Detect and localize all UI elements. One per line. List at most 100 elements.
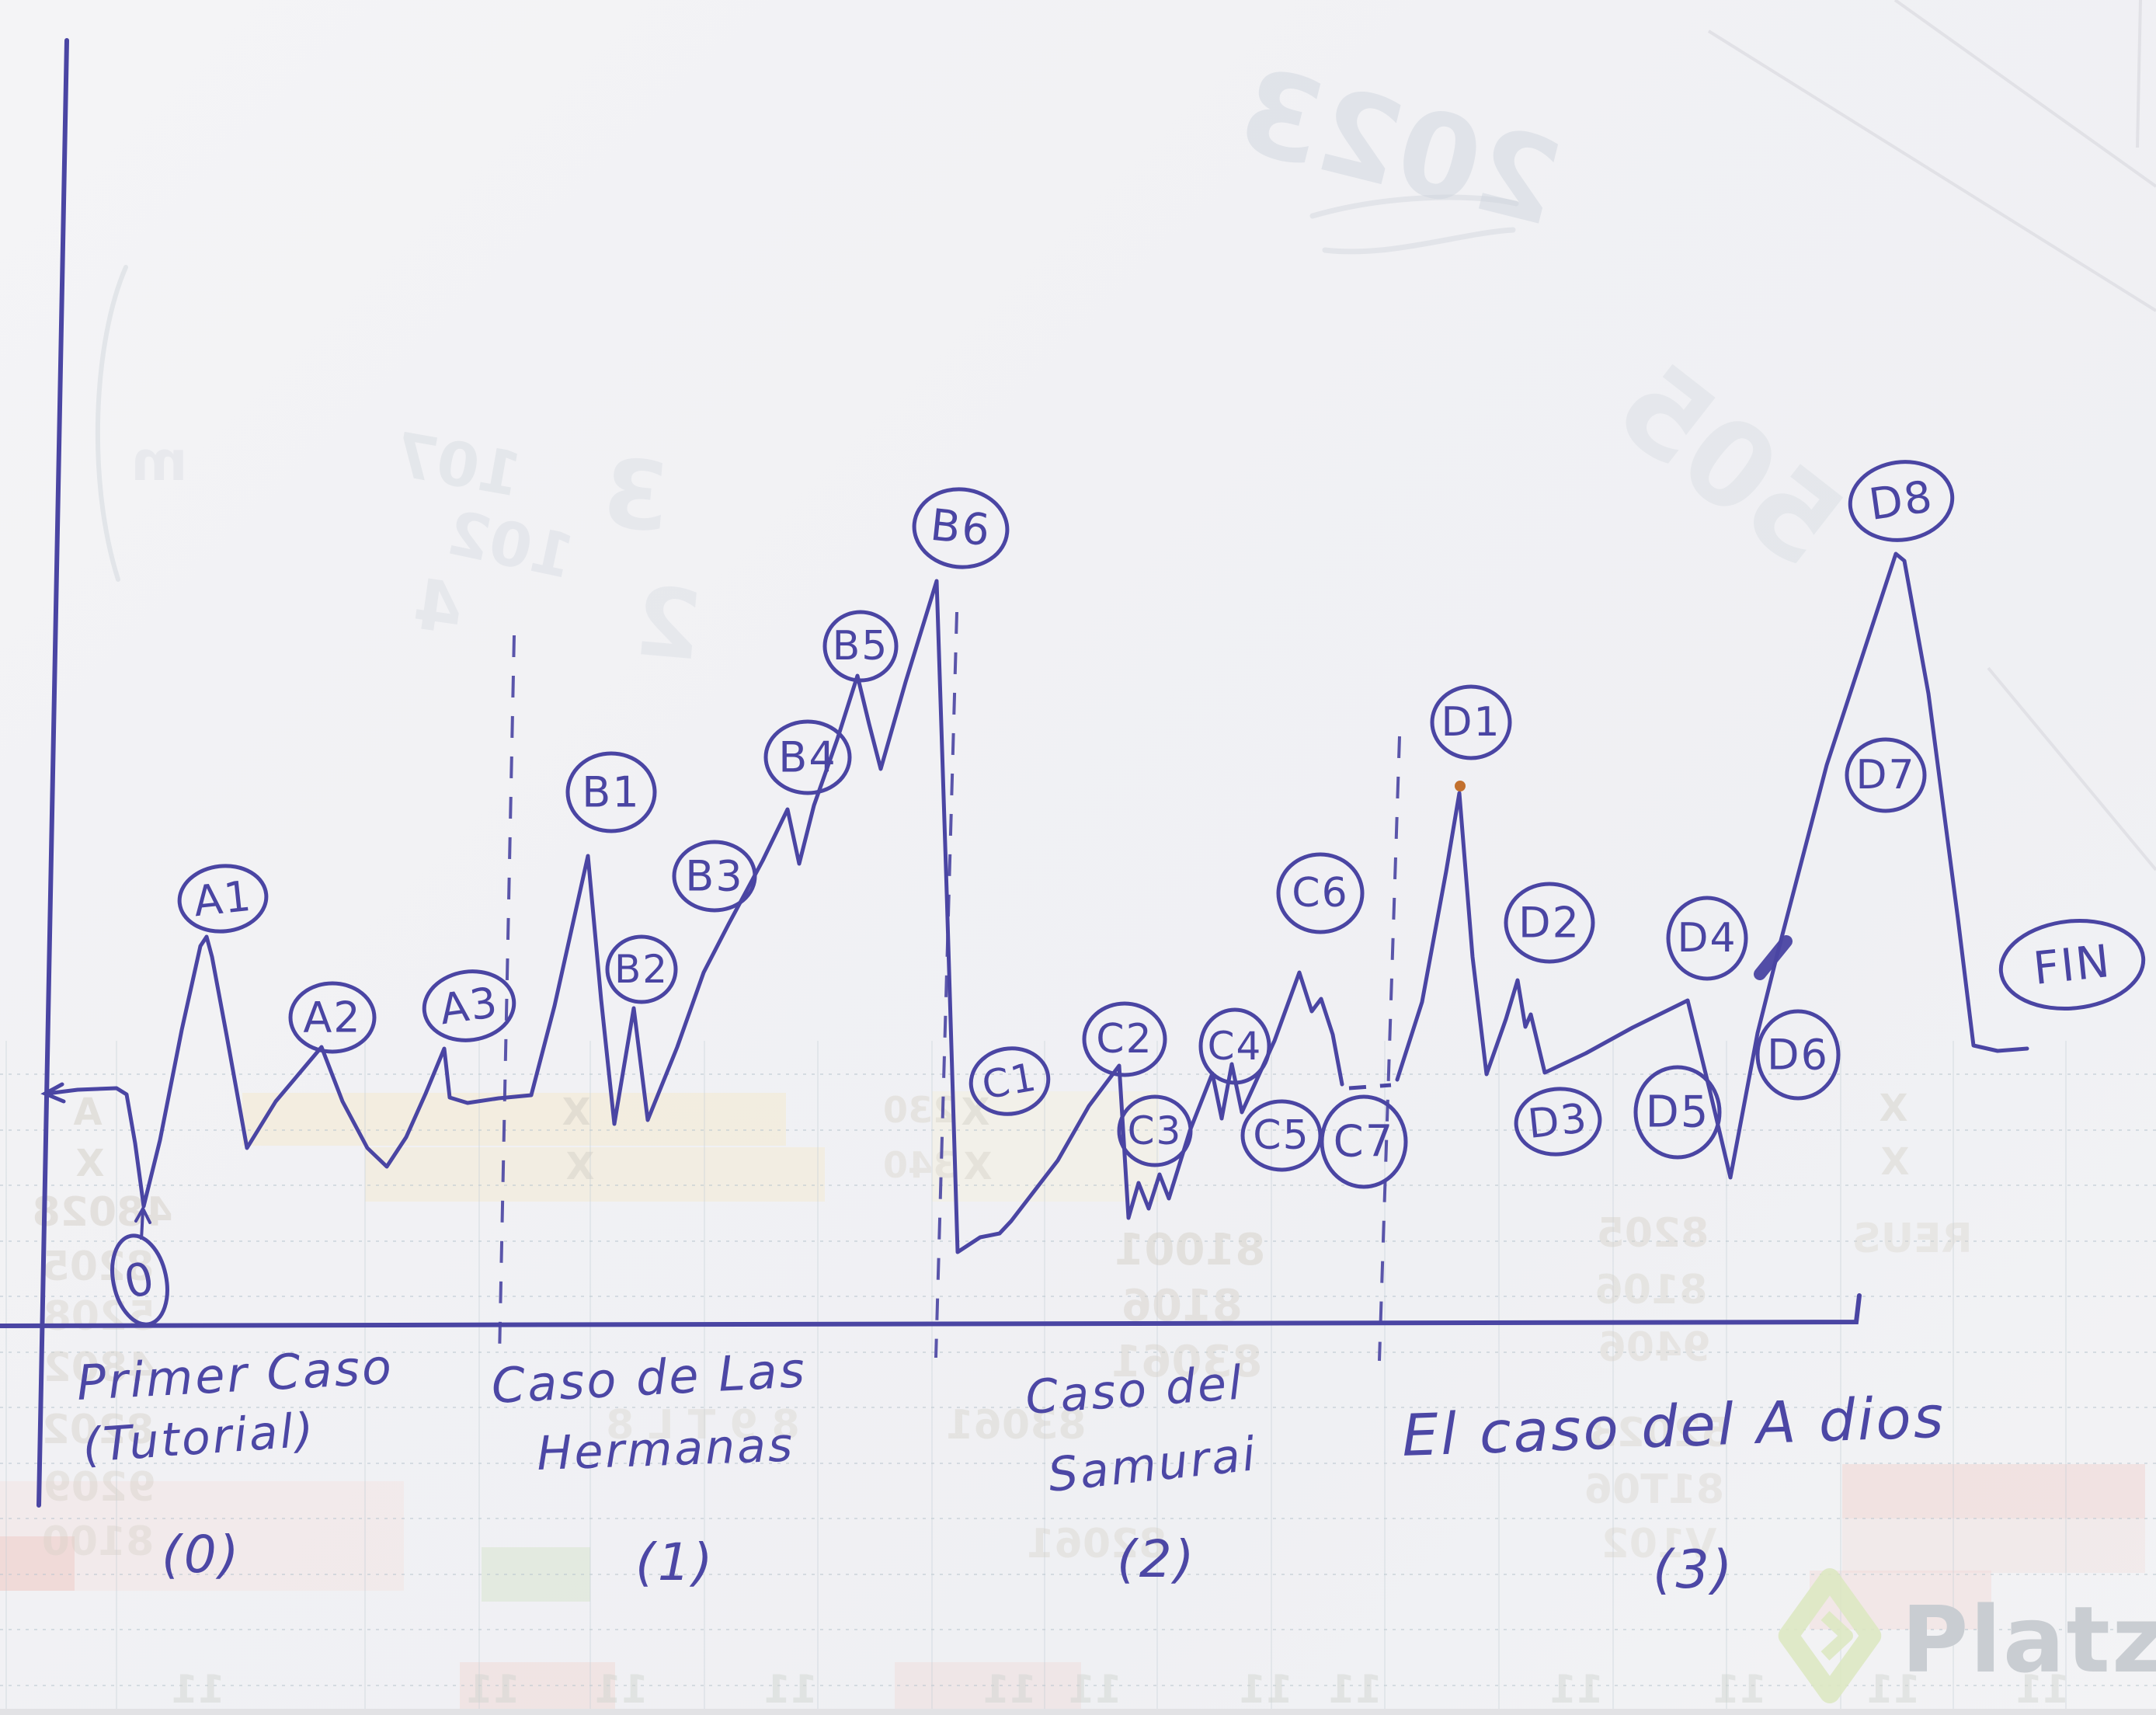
beat-circle-D1 — [1430, 684, 1512, 760]
ghost-mirrored-text: 4 — [409, 563, 468, 651]
ghost-table-cell — [1842, 1464, 2145, 1518]
ghost-mirrored-text: 8202 — [42, 1407, 155, 1453]
beat-label-C5: C5 — [1240, 1099, 1323, 1172]
ghost-underline-swoosh — [1322, 227, 1516, 255]
beat-label-FIN: FIN — [1998, 918, 2146, 1011]
ghost-eleven: 11 — [1328, 1667, 1382, 1712]
ghost-table-cell — [0, 1481, 404, 1591]
beat-text-FIN: FIN — [2031, 934, 2113, 995]
section-caption-10: (3) — [1653, 1539, 1734, 1601]
ghost-table-cell — [242, 1093, 786, 1146]
beat-label-C1: C1 — [968, 1046, 1051, 1116]
beat-circle-D5 — [1633, 1065, 1722, 1160]
beat-text-D7: D7 — [1855, 752, 1915, 798]
ghost-mirrored-text: 107 — [390, 420, 527, 511]
ghost-year-2023: 2023 — [1226, 43, 1574, 253]
section-caption-4: Hermanas — [536, 1418, 795, 1481]
section-caption-2: (0) — [162, 1525, 242, 1585]
ghost-mirrored-text: 81T06 — [1584, 1466, 1724, 1513]
ghost-table-cell — [1842, 1518, 2145, 1573]
ghost-mirrored-text: X — [562, 1091, 590, 1134]
beat-label-D1: D1 — [1430, 684, 1512, 760]
ghost-mirrored-text: 505 — [1591, 338, 1866, 594]
ghost-eleven: 11 — [594, 1667, 649, 1712]
beat-label-D3: D3 — [1514, 1087, 1602, 1157]
beat-text-D2: D2 — [1518, 899, 1580, 948]
paper-crease-line — [2136, 0, 2142, 148]
beat-label-C4: C4 — [1198, 1007, 1271, 1085]
beat-label-D5: D5 — [1633, 1065, 1722, 1160]
ghost-eleven: 11 — [466, 1667, 520, 1712]
zero-callout-arrowhead — [134, 1205, 151, 1224]
ghost-mirrored-text: REUS — [1852, 1216, 1972, 1262]
beat-text-D5: D5 — [1646, 1087, 1710, 1138]
ghost-mirrored-text: X — [1879, 1087, 1907, 1130]
paper-crease-line — [1987, 666, 2156, 871]
beat-text-C5: C5 — [1253, 1112, 1309, 1159]
platzi-diamond-chevron-icon — [1820, 1611, 1853, 1661]
beat-circle-A3 — [422, 969, 516, 1042]
paper-crease-line — [1893, 0, 2156, 188]
d8-ascent-arrow-barb — [1754, 935, 1793, 980]
ghost-mirrored-text: X — [75, 1142, 104, 1185]
beat-text-D8: D8 — [1866, 471, 1937, 531]
beat-circle-D6 — [1755, 1009, 1841, 1101]
ghost-eleven: 11 — [982, 1667, 1037, 1712]
beat-circle-B6 — [912, 487, 1010, 569]
beat-text-D6: D6 — [1767, 1031, 1829, 1080]
ghost-mirrored-text: 9209 — [43, 1464, 156, 1511]
beat-label-D6: D6 — [1755, 1009, 1841, 1101]
section-caption-8: (2) — [1117, 1529, 1197, 1589]
intensity-line-solid-2 — [1395, 551, 2029, 1180]
axes-layer — [0, 38, 1862, 1508]
ghost-mirrored-text: 8 9 T L 8 — [606, 1402, 800, 1449]
ghost-mirrored-text: m — [131, 430, 188, 493]
beat-circle-0 — [110, 1233, 169, 1327]
beat-text-C2: C2 — [1096, 1016, 1153, 1063]
ghost-table-cell — [365, 1147, 825, 1202]
beat-text-D1: D1 — [1441, 699, 1501, 746]
beat-circle-B2 — [605, 934, 678, 1004]
beat-label-C7: C7 — [1320, 1094, 1408, 1189]
beat-label-D2: D2 — [1504, 882, 1595, 964]
paper-bottom-edge — [0, 1709, 2156, 1715]
beat-text-C4: C4 — [1208, 1024, 1263, 1069]
beat-circle-D2 — [1504, 882, 1595, 964]
beat-label-A2: A2 — [288, 981, 377, 1054]
section-caption-9: El caso del A dios — [1401, 1384, 1947, 1470]
ghost-mirrored-text: 340 — [883, 1144, 958, 1186]
y-axis-line — [37, 38, 69, 1508]
beat-label-B1: B1 — [565, 751, 657, 833]
beat-label-B2: B2 — [605, 934, 678, 1004]
beat-label-D4: D4 — [1666, 896, 1748, 981]
beat-circle-C4 — [1198, 1007, 1271, 1085]
ghost-mirrored-text: X — [963, 1145, 992, 1188]
story-intensity-line-layer — [40, 551, 2029, 1254]
ghost-mirrored-text: 9406 — [1598, 1324, 1711, 1371]
beat-circle-C3 — [1117, 1094, 1193, 1167]
section-caption-6: Caso del — [1024, 1356, 1246, 1425]
beat-text-A3: A3 — [436, 978, 501, 1035]
beat-text-D4: D4 — [1677, 915, 1737, 962]
beat-circle-D3 — [1514, 1087, 1602, 1157]
ghost-mirrored-text: X — [1880, 1140, 1909, 1184]
ghost-underline-swoosh — [1309, 194, 1519, 219]
beat-text-C6: C6 — [1292, 870, 1348, 917]
ghost-mirrored-text: 3 — [598, 438, 673, 554]
ghost-mirrored-text: 83061 — [946, 1402, 1087, 1449]
beat-text-B2: B2 — [614, 947, 669, 992]
ghost-mirrored-text: 230 — [883, 1089, 958, 1131]
beat-label-B5: B5 — [822, 610, 899, 683]
beat-text-B4: B4 — [778, 733, 836, 782]
ghost-mirrored-text: 81001 — [1115, 1225, 1266, 1275]
ghost-mirrored-text: 2 — [631, 566, 706, 682]
ghost-mirrored-text: 83061 — [1111, 1337, 1263, 1387]
section-separator-dashed-1 — [934, 611, 958, 1358]
beat-circle-C1 — [968, 1046, 1051, 1116]
ghost-mirrored-text: 4802 — [43, 1345, 156, 1391]
beat-circle-C6 — [1276, 852, 1365, 934]
zero-callout-arrow-shaft — [140, 1209, 144, 1240]
beat-label-B3: B3 — [672, 840, 757, 913]
